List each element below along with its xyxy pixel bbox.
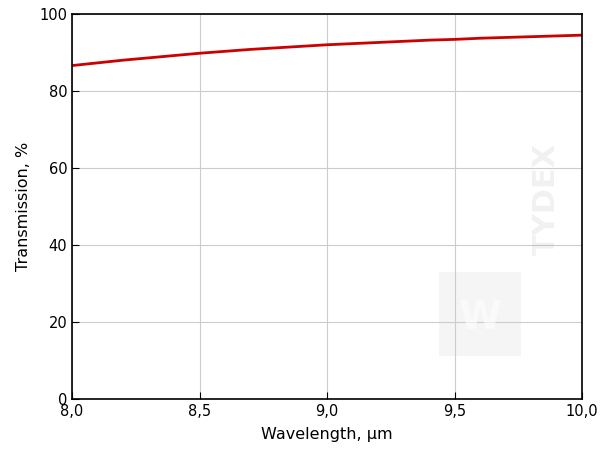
Y-axis label: Transmission, %: Transmission, % bbox=[16, 141, 31, 271]
FancyBboxPatch shape bbox=[439, 272, 521, 356]
Text: TYDEX: TYDEX bbox=[532, 142, 561, 255]
X-axis label: Wavelength, μm: Wavelength, μm bbox=[261, 427, 393, 442]
Text: W: W bbox=[458, 299, 502, 337]
